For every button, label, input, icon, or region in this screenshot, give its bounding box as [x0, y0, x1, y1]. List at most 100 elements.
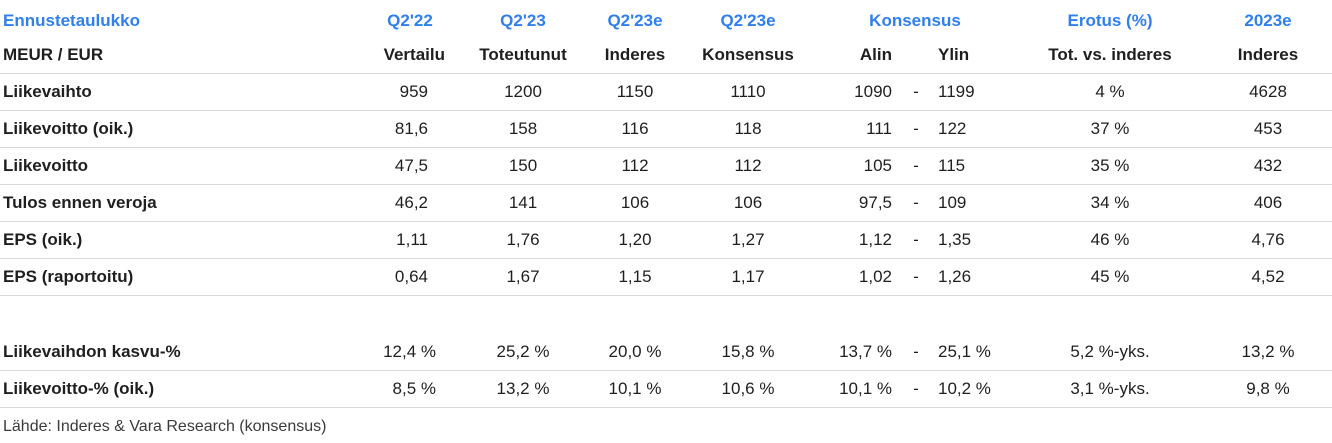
- cell-erotus: 4 %: [1095, 82, 1125, 101]
- cell-q2-22: 47,5: [394, 156, 428, 175]
- cell-ylin: 1,35: [938, 230, 972, 249]
- cell-dash: -: [913, 230, 919, 249]
- col-sub-konsensus: Konsensus: [702, 45, 794, 64]
- cell-2023e: 13,2 %: [1241, 342, 1295, 361]
- cell-alin: 1,12: [858, 230, 892, 249]
- header-row-subtitles: MEUR / EUR Vertailu Toteutunut Inderes K…: [0, 36, 1332, 74]
- cell-q2-23: 1200: [504, 82, 542, 101]
- cell-konsensus: 112: [734, 156, 762, 175]
- cell-konsensus: 15,8 %: [721, 342, 775, 361]
- cell-konsensus: 118: [734, 119, 762, 138]
- cell-inderes: 112: [621, 156, 649, 175]
- table-title: Ennustetaulukko: [3, 11, 140, 30]
- cell-alin: 105: [863, 156, 892, 175]
- cell-q2-22: 0,64: [394, 267, 428, 286]
- cell-dash: -: [913, 82, 919, 101]
- col-header-q2-23e-inderes: Q2'23e: [607, 11, 663, 30]
- cell-ylin: 10,2 %: [938, 379, 991, 398]
- cell-2023e: 4,52: [1251, 267, 1285, 286]
- table-row: Tulos ennen veroja 46,2 141 106 106 97,5…: [0, 184, 1332, 222]
- cell-ylin: 25,1 %: [938, 342, 991, 361]
- cell-konsensus: 1,27: [731, 230, 765, 249]
- col-header-2023e: 2023e: [1244, 11, 1292, 30]
- cell-dash: -: [913, 342, 919, 361]
- cell-dash: -: [913, 267, 919, 286]
- cell-2023e: 9,8 %: [1246, 379, 1290, 398]
- table-row: Liikevaihto 959 1200 1150 1110 1090 - 11…: [0, 73, 1332, 111]
- cell-q2-23: 1,76: [506, 230, 540, 249]
- cell-2023e: 453: [1253, 119, 1283, 138]
- cell-q2-22: 959: [399, 82, 428, 101]
- col-sub-ylin: Ylin: [938, 45, 970, 64]
- cell-dash: -: [913, 119, 919, 138]
- cell-2023e: 4628: [1249, 82, 1287, 101]
- col-sub-inderes-2023: Inderes: [1237, 45, 1299, 64]
- cell-erotus: 5,2 %-yks.: [1070, 342, 1150, 361]
- col-header-q2-23e-konsensus: Q2'23e: [720, 11, 776, 30]
- cell-inderes: 106: [620, 193, 650, 212]
- cell-q2-23: 158: [508, 119, 538, 138]
- cell-alin: 1,02: [858, 267, 892, 286]
- cell-q2-23: 25,2 %: [496, 342, 550, 361]
- cell-q2-22: 81,6: [394, 119, 428, 138]
- cell-erotus: 46 %: [1090, 230, 1130, 249]
- cell-inderes: 1,20: [618, 230, 652, 249]
- cell-alin: 13,7 %: [839, 342, 892, 361]
- cell-q2-22: 12,4 %: [383, 342, 436, 361]
- table-row: EPS (raportoitu) 0,64 1,67 1,15 1,17 1,0…: [0, 258, 1332, 296]
- col-header-konsensus: Konsensus: [869, 11, 961, 30]
- cell-konsensus: 106: [733, 193, 763, 212]
- table-row: Liikevoitto-% (oik.) 8,5 % 13,2 % 10,1 %…: [0, 370, 1332, 408]
- cell-inderes: 10,1 %: [608, 379, 662, 398]
- header-row-periods: Ennustetaulukko Q2'22 Q2'23 Q2'23e Q2'23…: [0, 2, 1332, 39]
- cell-erotus: 34 %: [1090, 193, 1130, 212]
- col-sub-toteutunut: Toteutunut: [479, 45, 567, 64]
- cell-konsensus: 1,17: [731, 267, 765, 286]
- col-header-q2-23: Q2'23: [500, 11, 546, 30]
- cell-erotus: 37 %: [1090, 119, 1130, 138]
- table-row: EPS (oik.) 1,11 1,76 1,20 1,27 1,12 - 1,…: [0, 221, 1332, 259]
- row-label: EPS (oik.): [3, 230, 83, 249]
- row-label: Liikevoitto (oik.): [3, 119, 134, 138]
- col-header-q2-22: Q2'22: [387, 11, 433, 30]
- table-row: Liikevoitto 47,5 150 112 112 105 - 115 3…: [0, 147, 1332, 185]
- cell-alin: 1090: [854, 82, 892, 101]
- cell-ylin: 109: [938, 193, 967, 212]
- unit-label: MEUR / EUR: [3, 45, 104, 64]
- cell-q2-22: 46,2: [394, 193, 428, 212]
- cell-alin: 111: [866, 119, 892, 138]
- row-label: Liikevoitto: [3, 156, 89, 175]
- cell-2023e: 4,76: [1251, 230, 1285, 249]
- cell-q2-23: 141: [508, 193, 538, 212]
- cell-dash: -: [913, 193, 919, 212]
- row-label: EPS (raportoitu): [3, 267, 134, 286]
- cell-ylin: 115: [938, 156, 966, 175]
- row-label: Tulos ennen veroja: [3, 193, 157, 212]
- col-header-erotus: Erotus (%): [1067, 11, 1153, 30]
- cell-dash: -: [913, 156, 919, 175]
- cell-konsensus: 1110: [730, 82, 766, 101]
- cell-inderes: 1150: [616, 82, 654, 101]
- cell-q2-22: 1,11: [396, 230, 428, 249]
- cell-q2-23: 13,2 %: [496, 379, 550, 398]
- cell-alin: 97,5: [858, 193, 892, 212]
- row-label: Liikevoitto-% (oik.): [3, 379, 155, 398]
- cell-erotus: 45 %: [1090, 267, 1130, 286]
- row-label: Liikevaihdon kasvu-%: [3, 342, 181, 361]
- row-label: Liikevaihto: [3, 82, 92, 101]
- cell-inderes: 20,0 %: [608, 342, 662, 361]
- cell-inderes: 116: [621, 119, 649, 138]
- col-sub-vertailu: Vertailu: [383, 45, 445, 64]
- cell-q2-23: 1,67: [506, 267, 540, 286]
- source-note: Lähde: Inderes & Vara Research (konsensu…: [3, 418, 327, 435]
- cell-q2-22: 8,5 %: [392, 379, 436, 398]
- cell-erotus: 35 %: [1090, 156, 1130, 175]
- cell-q2-23: 150: [508, 156, 538, 175]
- cell-2023e: 432: [1253, 156, 1283, 175]
- table-row: Liikevoitto (oik.) 81,6 158 116 118 111 …: [0, 110, 1332, 148]
- cell-ylin: 122: [938, 119, 967, 138]
- cell-erotus: 3,1 %-yks.: [1070, 379, 1150, 398]
- cell-ylin: 1,26: [938, 267, 972, 286]
- cell-inderes: 1,15: [618, 267, 652, 286]
- cell-dash: -: [913, 379, 919, 398]
